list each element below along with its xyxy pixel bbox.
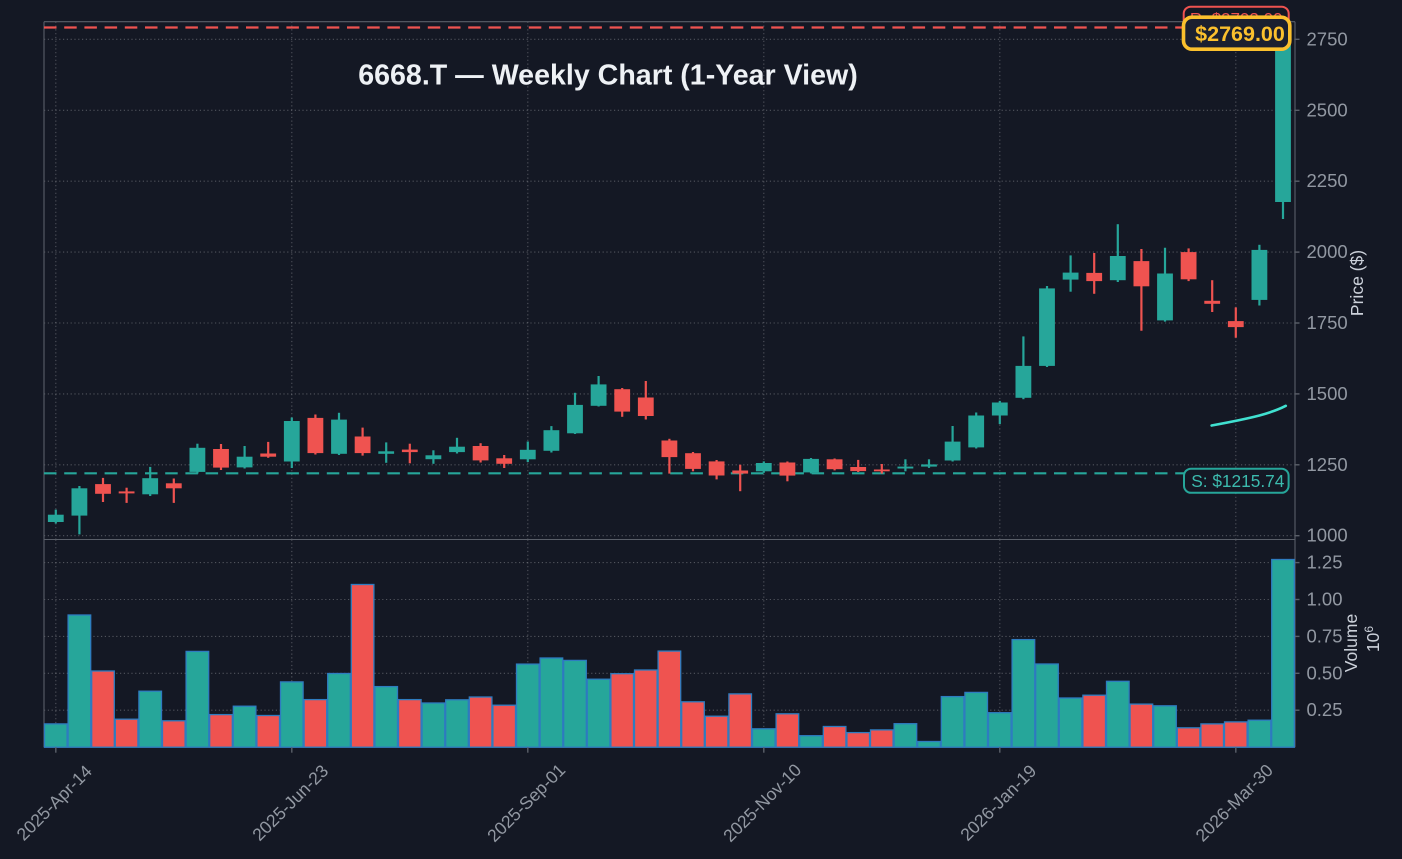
svg-text:1.00: 1.00: [1307, 589, 1343, 610]
svg-text:1500: 1500: [1307, 383, 1348, 404]
svg-text:Volume: Volume: [1341, 614, 1361, 672]
svg-text:0.75: 0.75: [1307, 625, 1343, 646]
svg-text:2750: 2750: [1307, 28, 1348, 49]
svg-text:1.25: 1.25: [1307, 552, 1343, 573]
svg-text:0.25: 0.25: [1307, 699, 1343, 720]
svg-text:1750: 1750: [1307, 312, 1348, 333]
svg-text:2000: 2000: [1307, 241, 1348, 262]
svg-text:Price ($): Price ($): [1347, 250, 1367, 316]
svg-text:S: $1215.74: S: $1215.74: [1191, 471, 1285, 491]
svg-text:2500: 2500: [1307, 99, 1348, 120]
svg-text:0.50: 0.50: [1307, 662, 1343, 683]
svg-text:$2769.00: $2769.00: [1195, 22, 1285, 46]
svg-text:1250: 1250: [1307, 454, 1348, 475]
svg-text:6668.T — Weekly Chart (1-Year: 6668.T — Weekly Chart (1-Year View): [358, 60, 858, 92]
svg-text:1000: 1000: [1307, 525, 1348, 546]
svg-text:2250: 2250: [1307, 170, 1348, 191]
